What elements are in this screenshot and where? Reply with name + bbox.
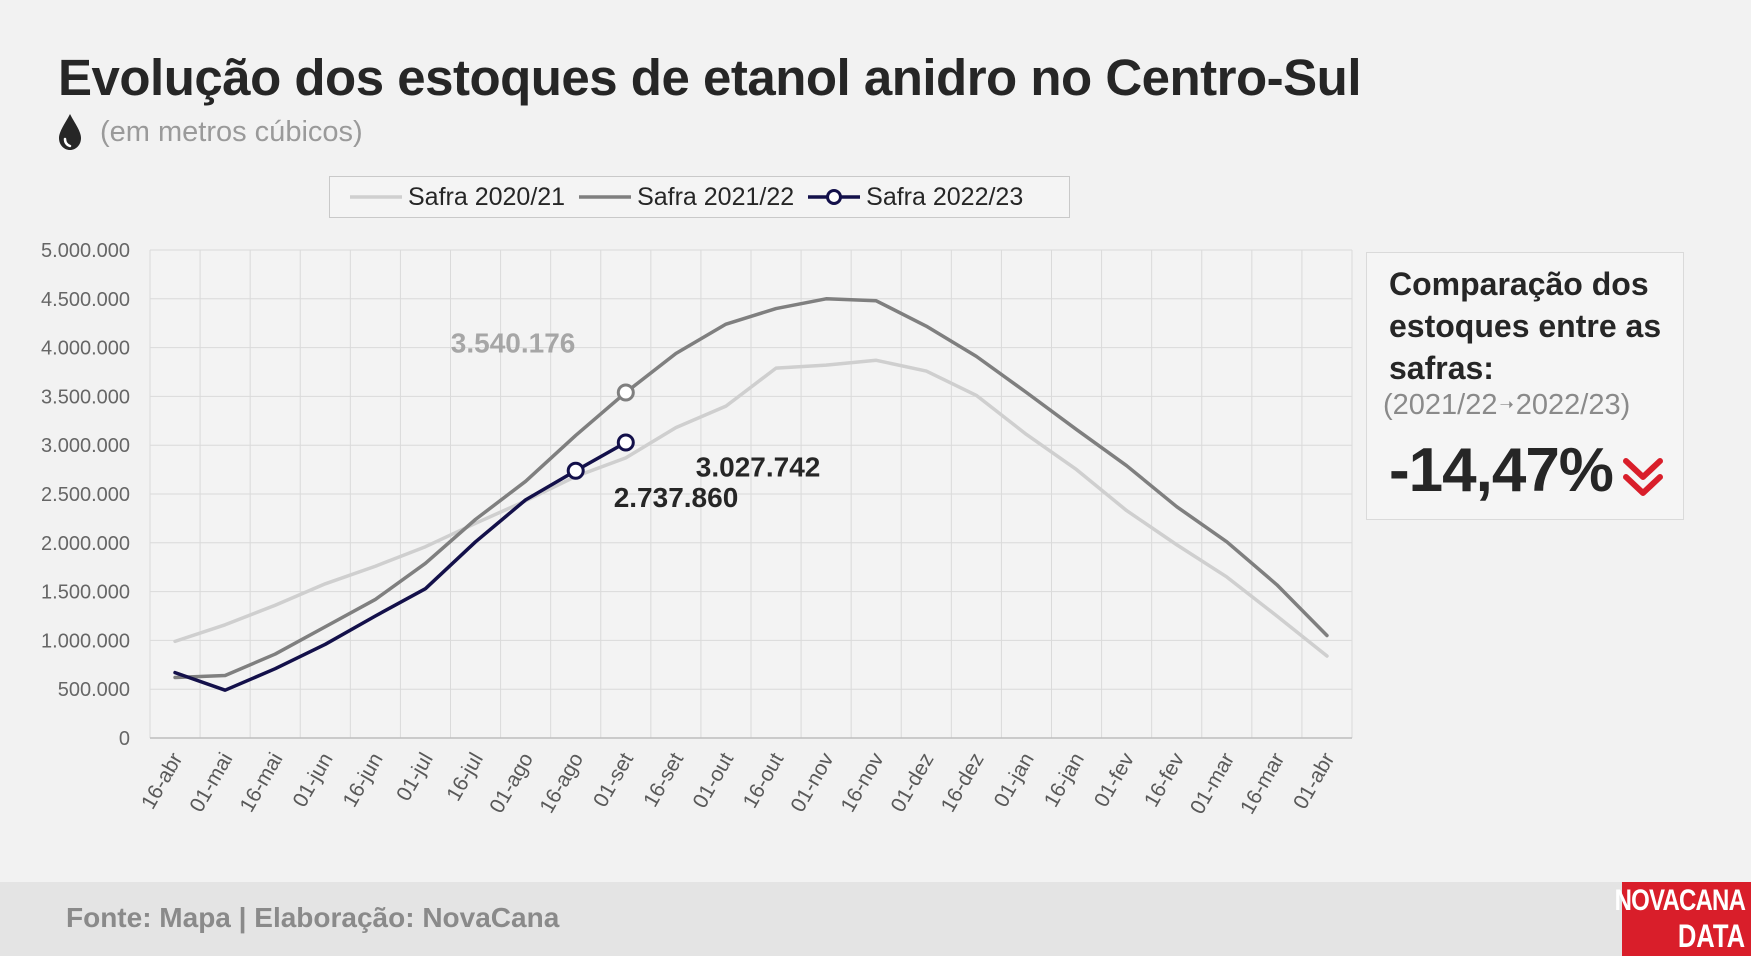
data-label: 3.540.176 [451, 327, 576, 358]
x-tick-label: 16-nov [837, 749, 889, 817]
x-tick-label: 01-dez [887, 749, 939, 816]
series-line-safra-2021-22 [173, 297, 1329, 680]
legend-swatch-2021-22 [579, 195, 632, 199]
legend-swatch-2020-21 [350, 195, 402, 199]
series-line-safra-2022-23 [173, 440, 628, 692]
x-tick-label: 01-nov [786, 749, 838, 817]
line-chart: 0 500.000 1.000.000 1.500.000 2.000.000 2.500… [41, 240, 1353, 818]
legend-label-2021-22: Safra 2021/22 [637, 182, 795, 211]
x-tick-label: 01-jan [990, 749, 1039, 811]
x-tick-label: 01-out [689, 749, 739, 812]
x-tick-label: 16-set [639, 749, 688, 811]
novacana-data-logo: NOVACANA DATA [1615, 882, 1751, 956]
logo-text-data: DATA [1677, 918, 1745, 954]
y-tick-label: 5.000.000 [41, 240, 130, 262]
series-line-safra-2020-21 [173, 358, 1329, 658]
data-point-marker [616, 383, 635, 402]
y-tick-label: 1.000.000 [41, 630, 130, 652]
x-tick-label: 16-dez [937, 749, 989, 816]
comparison-box: Comparação dos estoques entre as safras:… [1366, 252, 1684, 520]
x-tick-label: 01-abr [1289, 749, 1339, 813]
data-label: 2.737.860 [614, 482, 739, 513]
double-chevron-down-icon [1623, 458, 1663, 496]
y-tick-label: 3.500.000 [41, 386, 130, 408]
comparison-arrow: ➝ [1499, 395, 1514, 414]
y-tick-label: 1.500.000 [41, 582, 130, 604]
x-tick-label: 16-fev [1140, 749, 1189, 811]
x-tick-label: 16-jan [1040, 749, 1089, 811]
x-tick-label: 01-jun [289, 749, 338, 811]
y-tick-label: 4.000.000 [41, 338, 130, 360]
legend-item-2020-21: Safra 2020/21 [348, 183, 565, 212]
chart-title: Evolução dos estoques de etanol anidro n… [58, 49, 1362, 106]
legend-item-2021-22: Safra 2021/22 [577, 183, 794, 212]
x-tick-label: 01-jul [392, 749, 438, 805]
comparison-to: 2022/23) [1515, 389, 1631, 421]
water-drop-icon [59, 114, 81, 150]
comparison-value: -14,47% [1389, 436, 1614, 505]
chart-subtitle: (em metros cúbicos) [100, 115, 363, 148]
data-point-marker [566, 461, 585, 480]
data-label: 3.027.742 [696, 451, 821, 482]
x-tick-label: 01-mai [185, 749, 237, 816]
comparison-title: Comparação dos estoques entre as safras: [1389, 266, 1662, 386]
x-tick-label: 01-ago [485, 749, 538, 817]
y-tick-label: 500.000 [58, 679, 130, 701]
y-tick-label: 2.000.000 [41, 533, 130, 555]
x-tick-label: 16-jul [442, 749, 488, 805]
x-tick-label: 16-jun [339, 749, 388, 811]
y-tick-label: 3.000.000 [41, 435, 130, 457]
x-tick-label: 16-mai [236, 749, 288, 816]
y-tick-label: 0 [119, 728, 130, 750]
x-tick-label: 01-set [589, 749, 638, 811]
footer-bar: Fonte: Mapa | Elaboração: NovaCana [0, 882, 1751, 956]
logo-text-novacana: NOVACANA [1614, 884, 1746, 917]
x-tick-label: 16-mar [1236, 749, 1289, 818]
y-tick-label: 2.500.000 [41, 484, 130, 506]
comparison-period: (2021/22 ➝2022/23) [1383, 389, 1630, 422]
x-tick-label: 16-out [739, 749, 789, 812]
x-tick-label: 01-fev [1090, 749, 1139, 811]
legend-item-2022-23: Safra 2022/23 [806, 183, 1023, 212]
comparison-from: (2021/22 [1383, 389, 1498, 421]
x-tick-label: 16-ago [535, 749, 588, 817]
legend-label-2020-21: Safra 2020/21 [408, 182, 566, 211]
chart-legend: Safra 2020/21 Safra 2021/22 Safra 2022/2… [329, 176, 1070, 218]
data-point-marker [616, 433, 635, 452]
x-tick-label: 01-mar [1186, 749, 1239, 818]
legend-swatch-2022-23 [808, 189, 861, 205]
subtitle-row: (em metros cúbicos) [56, 112, 363, 152]
legend-label-2022-23: Safra 2022/23 [866, 182, 1024, 211]
y-tick-label: 4.500.000 [41, 289, 130, 311]
x-tick-label: 16-abr [137, 749, 187, 813]
source-credit: Fonte: Mapa | Elaboração: NovaCana [66, 902, 560, 933]
